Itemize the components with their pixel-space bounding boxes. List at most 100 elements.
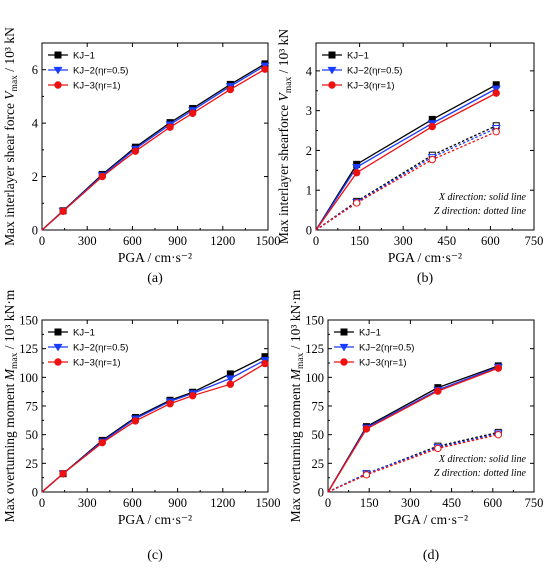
- x-axis-label: PGA / cm·s⁻²: [118, 512, 192, 527]
- data-point: [226, 85, 235, 94]
- chart-panel-a: 0 300 600 900 1200 1500 0 2 4 6 PGA / cm·s⁻² Max in…: [2, 27, 281, 286]
- series-line-kj3: [41, 68, 266, 231]
- x-axis-label: PGA / cm·s⁻²: [118, 250, 192, 265]
- y-tick-label: 50: [26, 428, 39, 442]
- panel-label: (b): [417, 271, 434, 286]
- x-tick-label: 900: [168, 496, 187, 510]
- panel-label: (a): [147, 271, 163, 286]
- legend-label: KJ−2(ηr=0.5): [73, 66, 128, 77]
- y-tick-label: 75: [312, 400, 325, 414]
- panel-label: (c): [147, 548, 163, 563]
- x-tick-label: 300: [401, 496, 420, 510]
- y-tick-label: 50: [312, 428, 325, 442]
- x-tick-label: 750: [525, 496, 544, 510]
- y-tick-label: 0: [32, 486, 38, 500]
- x-tick-label: 1200: [210, 234, 235, 248]
- series-line-z-kj3: [327, 434, 499, 493]
- y-tick-label: 150: [305, 314, 324, 328]
- data-point: [352, 164, 362, 172]
- y-axis-label: Max overturning moment Mmax / 10³ kN·m: [288, 289, 306, 522]
- y-tick-label: 100: [305, 371, 324, 385]
- data-point: [492, 89, 500, 97]
- x-tick-label: 0: [313, 234, 319, 248]
- y-tick-label: 3: [306, 104, 312, 118]
- data-point: [434, 444, 442, 453]
- legend-label: KJ−2(ηr=0.5): [347, 66, 402, 77]
- data-point: [362, 471, 371, 479]
- panel-label: (d): [423, 548, 440, 563]
- x-tick-label: 600: [123, 496, 142, 510]
- data-point: [362, 425, 371, 433]
- legend-label: KJ−2(ηr=0.5): [359, 343, 414, 354]
- x-tick-label: 900: [168, 234, 187, 248]
- data-point: [352, 199, 361, 207]
- legend-label: KJ−3(ηr=1): [73, 358, 121, 369]
- chart-panel-d: 0 150 300 450 600 750 0 25 50 75 100 125 150 PGA / cm…: [288, 289, 543, 563]
- data-point: [166, 400, 174, 408]
- data-point: [492, 128, 500, 136]
- y-tick-label: 0: [318, 486, 324, 500]
- data-point: [131, 147, 140, 155]
- data-point: [428, 155, 436, 164]
- data-point: [225, 375, 235, 383]
- x-tick-label: 600: [481, 234, 500, 248]
- legend-marker: [53, 66, 63, 75]
- series-line-z-kj1: [327, 431, 499, 493]
- series-line-kj3: [41, 363, 266, 493]
- data-point: [59, 207, 67, 216]
- data-point: [494, 364, 502, 372]
- series-line-kj3: [315, 92, 497, 231]
- y-tick-label: 100: [19, 371, 38, 385]
- data-point: [131, 417, 140, 425]
- data-point: [428, 122, 436, 131]
- x-tick-label: 1500: [256, 496, 281, 510]
- x-tick-label: 750: [525, 234, 544, 248]
- y-tick-label: 6: [32, 63, 38, 77]
- legend-label: KJ−3(ηr=1): [73, 81, 121, 92]
- y-axis-label: Max overturning moment Mmax / 10³ kN·m: [2, 289, 20, 522]
- data-point: [352, 169, 361, 177]
- x-tick-label: 0: [39, 496, 45, 510]
- data-point: [166, 123, 174, 131]
- y-tick-label: 125: [19, 342, 38, 356]
- data-point: [98, 172, 106, 181]
- data-point: [188, 109, 197, 117]
- x-tick-label: 0: [325, 496, 331, 510]
- legend-marker: [328, 81, 336, 89]
- legend-label: KJ−1: [347, 51, 369, 62]
- x-tick-label: 300: [78, 496, 97, 510]
- data-point: [59, 469, 67, 478]
- data-point: [188, 391, 197, 400]
- y-tick-label: 25: [26, 457, 39, 471]
- legend-label: KJ−1: [73, 328, 95, 339]
- y-tick-label: 75: [26, 400, 39, 414]
- chart-panel-b: 0 150 300 450 600 750 0 1 2 3 4 PGA / cm·s⁻² Max int…: [276, 29, 543, 286]
- legend-label: KJ−1: [73, 51, 95, 62]
- direction-note: X direction: solid line: [438, 454, 527, 465]
- legend-marker: [339, 343, 349, 352]
- series-line-kj1: [315, 84, 497, 231]
- y-tick-label: 0: [306, 224, 312, 238]
- y-tick-label: 4: [306, 64, 313, 78]
- data-point: [491, 85, 501, 94]
- data-point: [98, 438, 106, 447]
- x-tick-label: 450: [442, 496, 461, 510]
- direction-note: X direction: solid line: [438, 192, 527, 203]
- y-tick-label: 1: [306, 184, 312, 198]
- legend-marker: [327, 66, 337, 75]
- y-tick-label: 0: [32, 224, 38, 238]
- direction-note: Z direction: dotted line: [434, 206, 527, 217]
- x-tick-label: 300: [394, 234, 413, 248]
- legend-marker: [340, 328, 348, 336]
- y-tick-label: 2: [306, 144, 312, 158]
- x-tick-label: 1200: [210, 496, 235, 510]
- legend-marker: [53, 343, 63, 352]
- legend-marker: [54, 51, 62, 59]
- x-tick-label: 1500: [256, 234, 281, 248]
- data-point: [494, 430, 502, 439]
- legend-marker: [328, 51, 336, 59]
- legend-label: KJ−3(ηr=1): [347, 81, 395, 92]
- legend-marker: [54, 328, 62, 336]
- legend-label: KJ−3(ηr=1): [359, 358, 407, 369]
